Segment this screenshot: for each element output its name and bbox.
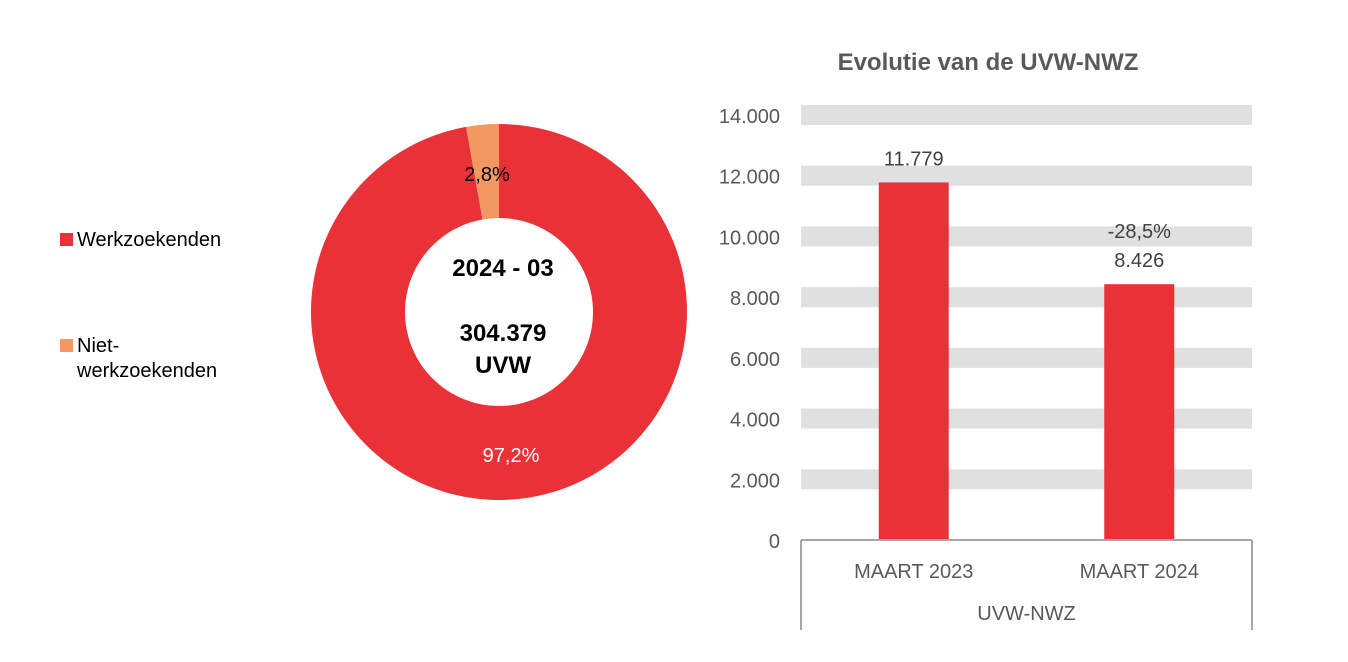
y-tick-label: 6.000 — [730, 349, 780, 371]
donut-center-unit: UVW — [475, 352, 531, 379]
grid-band — [801, 347, 1252, 368]
y-tick-label: 12.000 — [719, 167, 780, 189]
bar-chart-title: Evolutie van de UVW-NWZ — [838, 49, 1139, 76]
y-tick-label: 2.000 — [730, 470, 780, 492]
donut-center-total: 304.379 — [460, 320, 547, 347]
y-tick-label: 8.000 — [730, 288, 780, 310]
grid-band — [801, 105, 1252, 125]
donut-slice-werkzoekenden — [311, 124, 687, 500]
grid-band — [801, 226, 1252, 247]
legend-swatch — [60, 233, 73, 246]
x-category-label: MAART 2024 — [1080, 561, 1199, 583]
y-tick-label: 4.000 — [730, 410, 780, 432]
bar-data-label: 8.426 — [1114, 250, 1164, 272]
legend-item-niet-werkzoekenden: Niet-werkzoekenden — [60, 334, 260, 384]
legend-item-werkzoekenden: Werkzoekenden — [60, 228, 221, 253]
slice-label-werkzoekenden: 97,2% — [483, 445, 540, 467]
legend-label: Werkzoekenden — [77, 229, 222, 251]
grid-band — [801, 469, 1252, 490]
y-tick-label: 14.000 — [719, 106, 780, 128]
bar-1 — [1104, 284, 1175, 540]
donut-chart — [311, 124, 687, 500]
grid-band — [801, 287, 1252, 308]
grid-band — [801, 165, 1252, 186]
bar-chart: 0 2.000 4.000 6.000 8.000 10.000 12.000 14.000 1… — [719, 105, 1253, 630]
legend-swatch — [60, 339, 73, 352]
bar-0 — [878, 182, 949, 540]
y-tick-label: 0 — [769, 531, 780, 553]
donut-center-period: 2024 - 03 — [452, 255, 553, 282]
legend-label: Niet-werkzoekenden — [77, 335, 218, 382]
donut-slice-niet-werkzoekenden — [466, 124, 499, 220]
x-category-label: MAART 2023 — [854, 561, 973, 583]
grid-band — [801, 408, 1252, 429]
y-tick-label: 10.000 — [719, 227, 780, 249]
slice-label-niet-werkzoekenden: 2,8% — [464, 164, 510, 186]
change-label: -28,5% — [1108, 221, 1172, 243]
x-group-label: UVW-NWZ — [977, 603, 1076, 625]
bar-data-label: 11.779 — [884, 148, 944, 170]
